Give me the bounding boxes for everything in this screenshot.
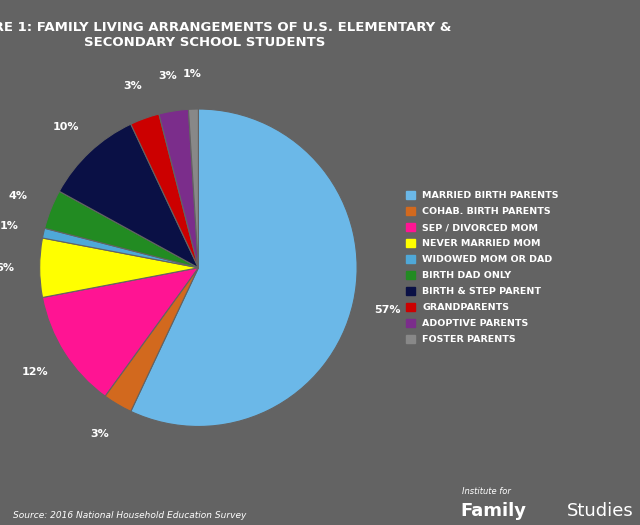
Legend: MARRIED BIRTH PARENTS, COHAB. BIRTH PARENTS, SEP / DIVORCED MOM, NEVER MARRIED M: MARRIED BIRTH PARENTS, COHAB. BIRTH PARE… [401, 186, 564, 349]
Text: Institute for: Institute for [462, 487, 511, 496]
Text: 3%: 3% [124, 80, 142, 90]
Text: 3%: 3% [159, 71, 177, 81]
Wedge shape [60, 124, 198, 268]
Wedge shape [159, 109, 198, 268]
Text: 3%: 3% [90, 429, 109, 439]
Wedge shape [188, 109, 198, 268]
Text: 4%: 4% [9, 192, 28, 202]
Text: 57%: 57% [374, 305, 401, 315]
Text: Source: 2016 National Household Education Survey: Source: 2016 National Household Educatio… [13, 511, 246, 520]
Text: 10%: 10% [52, 122, 79, 132]
Wedge shape [45, 191, 198, 268]
Wedge shape [131, 109, 357, 426]
Text: 6%: 6% [0, 262, 14, 273]
Text: 12%: 12% [22, 366, 48, 376]
Wedge shape [40, 238, 198, 298]
Wedge shape [42, 268, 198, 396]
Wedge shape [131, 114, 198, 268]
Text: 1%: 1% [0, 220, 19, 230]
Text: FIGURE 1: FAMILY LIVING ARRANGEMENTS OF U.S. ELEMENTARY &
SECONDARY SCHOOL STUDE: FIGURE 1: FAMILY LIVING ARRANGEMENTS OF … [0, 21, 451, 49]
Text: 1%: 1% [183, 69, 202, 79]
Text: Family: Family [461, 502, 527, 520]
Wedge shape [42, 228, 198, 268]
Text: Studies: Studies [566, 502, 633, 520]
Wedge shape [105, 268, 198, 412]
